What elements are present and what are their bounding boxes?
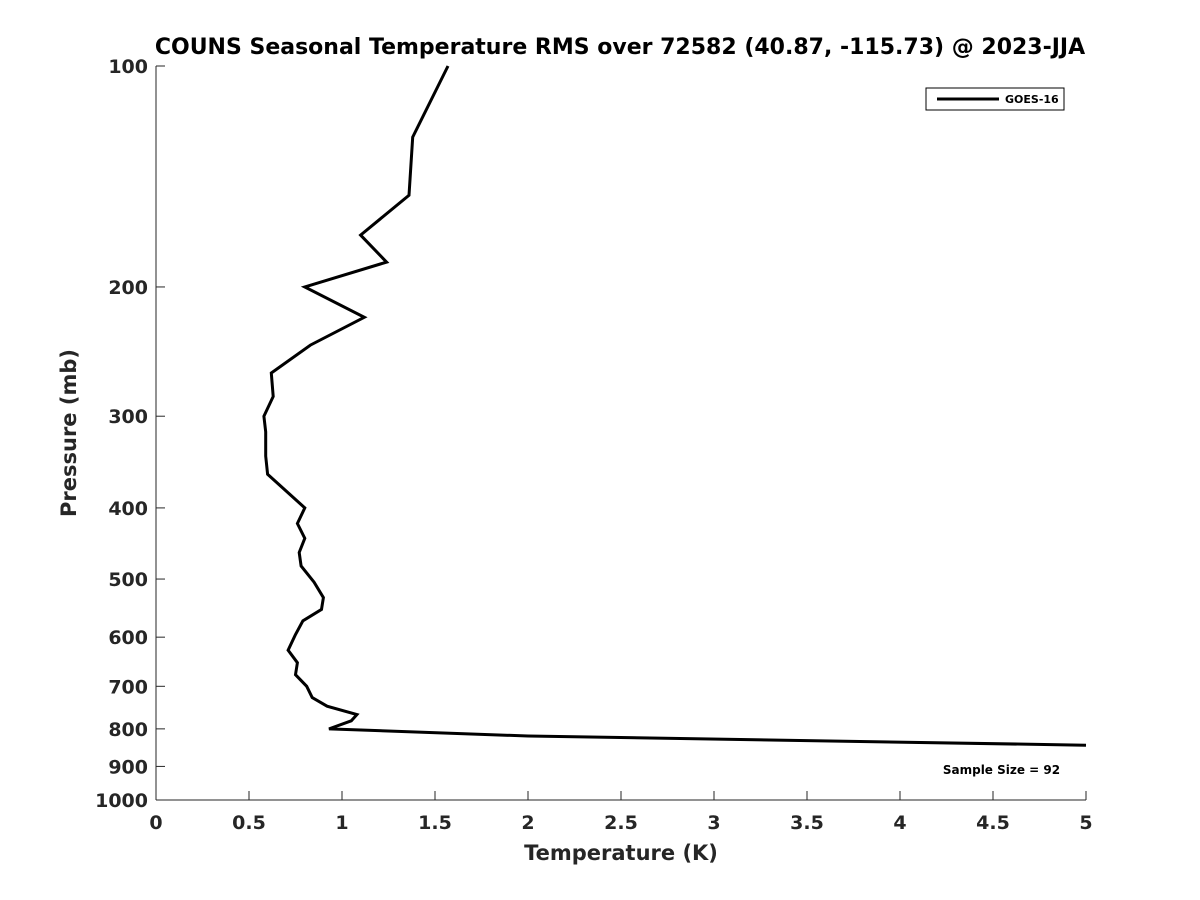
- x-tick-label: 0: [149, 812, 162, 834]
- y-tick-label: 100: [108, 56, 148, 78]
- legend: GOES-16: [925, 87, 1065, 111]
- y-tick-label: 600: [108, 627, 148, 649]
- y-ticks: 100 200 300 400 500 600 700 800 900 1000: [95, 56, 165, 812]
- x-tick-label: 2: [521, 812, 534, 834]
- y-tick-label: 200: [108, 277, 148, 299]
- y-tick-label: 900: [108, 756, 148, 778]
- series-line-goes-16: [262, 65, 1087, 747]
- x-tick-label: 4: [893, 812, 906, 834]
- chart-title: COUNS Seasonal Temperature RMS over 7258…: [155, 35, 1085, 60]
- x-tick-label: 4.5: [976, 812, 1010, 834]
- x-tick-label: 5: [1079, 812, 1092, 834]
- y-tick-label: 400: [108, 498, 148, 520]
- y-axis-label: Pressure (mb): [57, 349, 81, 517]
- y-tick-label: 800: [108, 719, 148, 741]
- x-tick-label: 0.5: [232, 812, 266, 834]
- x-tick-label: 3: [707, 812, 720, 834]
- legend-label-goes-16: GOES-16: [1005, 93, 1059, 106]
- x-tick-label: 1.5: [418, 812, 452, 834]
- y-tick-label: 700: [108, 676, 148, 698]
- sample-size-annotation: Sample Size = 92: [943, 763, 1060, 777]
- x-tick-label: 1: [335, 812, 348, 834]
- x-tick-label: 3.5: [790, 812, 824, 834]
- plot-area: 0 0.5 1 1.5 2 2.5 3 3.5 4 4.5 5 100 200 300 400 500 600…: [95, 56, 1093, 834]
- x-axis-label: Temperature (K): [524, 841, 718, 865]
- y-tick-label: 300: [108, 406, 148, 428]
- y-tick-label: 500: [108, 569, 148, 591]
- x-tick-label: 2.5: [604, 812, 638, 834]
- y-tick-label: 1000: [95, 790, 148, 812]
- x-ticks: 0 0.5 1 1.5 2 2.5 3 3.5 4 4.5 5: [149, 791, 1093, 834]
- series-group: [262, 65, 1087, 747]
